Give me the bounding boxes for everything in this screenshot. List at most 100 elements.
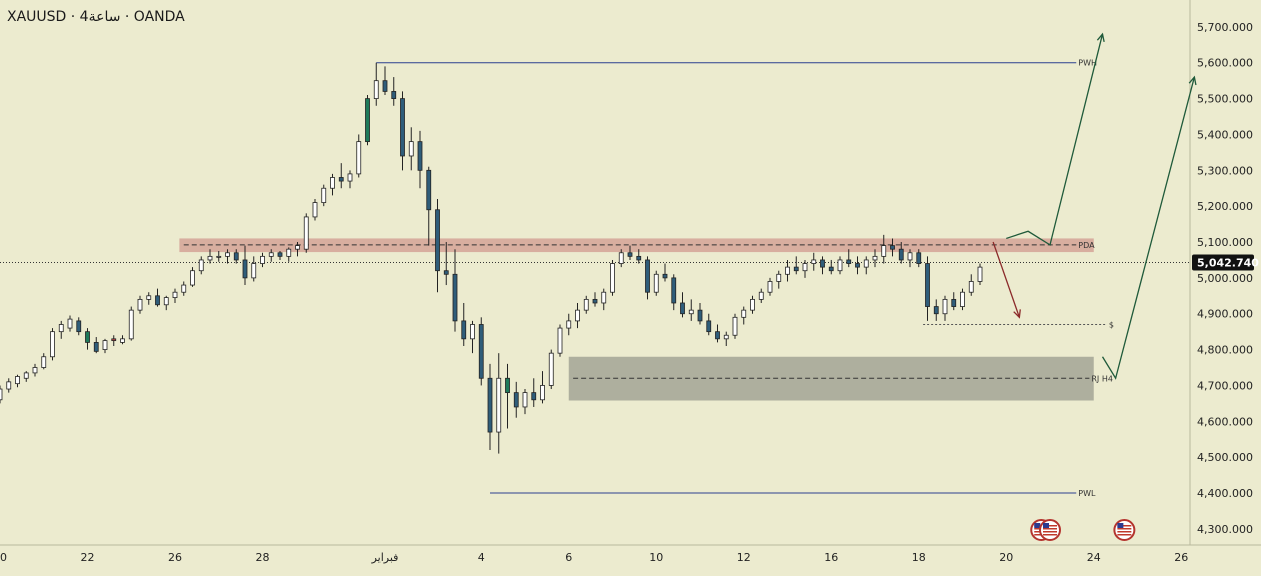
candle[interactable] — [627, 252, 633, 257]
candle[interactable] — [960, 291, 965, 307]
candle[interactable] — [435, 209, 440, 272]
candle[interactable] — [417, 141, 423, 171]
candle[interactable] — [260, 255, 265, 264]
candle[interactable] — [618, 252, 624, 264]
candle[interactable] — [382, 80, 388, 92]
candle[interactable] — [688, 309, 694, 315]
candle[interactable] — [400, 98, 405, 157]
candle[interactable] — [137, 298, 143, 311]
candle[interactable] — [968, 281, 974, 293]
candle[interactable] — [496, 377, 502, 433]
candle[interactable] — [872, 255, 878, 261]
candle[interactable] — [750, 298, 755, 311]
candle[interactable] — [785, 266, 790, 275]
candle[interactable] — [513, 392, 519, 408]
candle[interactable] — [67, 318, 73, 329]
candle[interactable] — [15, 376, 20, 385]
us-flag-icon[interactable] — [1039, 519, 1061, 541]
candle[interactable] — [6, 381, 12, 390]
candle[interactable] — [592, 298, 598, 304]
candle[interactable] — [951, 298, 957, 307]
candle[interactable] — [505, 377, 510, 394]
candle[interactable] — [662, 273, 668, 279]
candle[interactable] — [548, 352, 554, 386]
candle[interactable] — [268, 252, 274, 257]
candle[interactable] — [811, 259, 817, 264]
candle[interactable] — [846, 259, 852, 264]
candle[interactable] — [767, 281, 773, 293]
candle[interactable] — [977, 266, 983, 282]
candle[interactable] — [566, 320, 572, 329]
candle[interactable] — [338, 177, 344, 182]
candle[interactable] — [330, 177, 335, 189]
candle[interactable] — [163, 297, 169, 306]
candle[interactable] — [715, 331, 720, 340]
candle[interactable] — [50, 331, 55, 358]
candle[interactable] — [295, 245, 300, 250]
bullish-1-arrow-path[interactable] — [1006, 33, 1104, 246]
candle[interactable] — [583, 298, 589, 311]
candle[interactable] — [697, 309, 703, 322]
candle[interactable] — [312, 202, 318, 218]
candle[interactable] — [225, 252, 230, 257]
candle[interactable] — [828, 266, 834, 272]
candle[interactable] — [277, 252, 283, 257]
candle[interactable] — [233, 252, 239, 261]
candle[interactable] — [76, 320, 82, 333]
candle[interactable] — [155, 295, 160, 306]
candle[interactable] — [41, 356, 47, 368]
candle[interactable] — [645, 259, 650, 293]
candle[interactable] — [925, 263, 930, 307]
candle[interactable] — [0, 388, 3, 401]
candle[interactable] — [198, 259, 204, 272]
candle[interactable] — [426, 169, 432, 211]
candle[interactable] — [863, 259, 869, 268]
candle[interactable] — [181, 284, 187, 293]
candle[interactable] — [653, 273, 659, 293]
candle[interactable] — [93, 342, 99, 352]
candle[interactable] — [23, 372, 29, 379]
bearish-arrow-path[interactable] — [992, 241, 1020, 318]
candle[interactable] — [365, 98, 370, 143]
candle[interactable] — [610, 263, 615, 293]
candle[interactable] — [706, 320, 712, 333]
candle[interactable] — [575, 309, 580, 322]
candle[interactable] — [146, 295, 152, 300]
candle[interactable] — [776, 273, 782, 282]
candle[interactable] — [286, 248, 292, 257]
candle[interactable] — [408, 141, 414, 157]
candle[interactable] — [391, 91, 397, 100]
candle[interactable] — [120, 338, 125, 343]
candle[interactable] — [172, 291, 178, 298]
candle[interactable] — [540, 385, 545, 401]
candle[interactable] — [881, 245, 887, 257]
candle[interactable] — [32, 367, 38, 374]
candle[interactable] — [758, 291, 764, 300]
candle[interactable] — [207, 255, 213, 261]
candle[interactable] — [793, 266, 799, 272]
candle[interactable] — [855, 263, 860, 268]
candle[interactable] — [916, 252, 922, 264]
candle[interactable] — [671, 277, 677, 304]
candle[interactable] — [723, 334, 729, 340]
candle[interactable] — [251, 263, 257, 279]
candle[interactable] — [347, 173, 353, 182]
candle[interactable] — [732, 316, 738, 336]
candle[interactable] — [242, 259, 248, 279]
candle[interactable] — [443, 270, 449, 275]
bullish-2-arrow-path[interactable] — [1101, 76, 1196, 380]
candle[interactable] — [837, 259, 843, 272]
candle[interactable] — [890, 245, 895, 250]
candle[interactable] — [102, 340, 108, 350]
candle[interactable] — [942, 298, 948, 315]
candle[interactable] — [190, 270, 195, 286]
candle[interactable] — [478, 324, 484, 379]
candle[interactable] — [636, 255, 642, 261]
candle[interactable] — [741, 309, 747, 318]
candle[interactable] — [820, 259, 825, 268]
candle[interactable] — [601, 291, 607, 304]
candle[interactable] — [321, 187, 327, 203]
candle[interactable] — [111, 338, 117, 342]
candle[interactable] — [303, 216, 309, 250]
candle[interactable] — [933, 306, 939, 315]
